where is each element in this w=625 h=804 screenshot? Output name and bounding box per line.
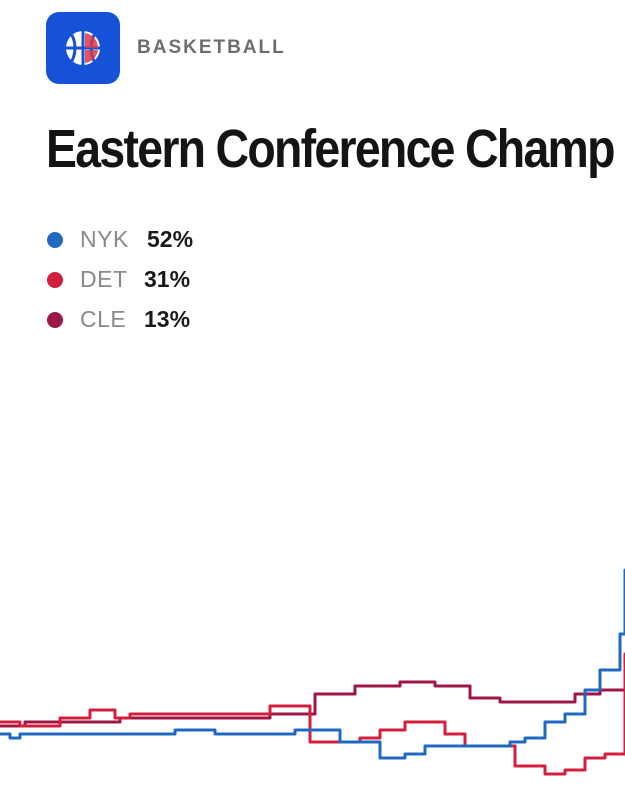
series-line-nyk [0, 568, 625, 760]
page-title: Eastern Conference Champ [46, 119, 615, 179]
legend-team-nyk: NYK [80, 226, 129, 252]
series-line-cle [0, 680, 625, 728]
legend-dot-nyk [47, 232, 63, 248]
app-icon[interactable] [46, 12, 120, 84]
series-line-det [0, 652, 625, 776]
legend-dot-cle [47, 312, 63, 328]
legend-team-det: DET [80, 266, 128, 292]
basketball-icon [66, 31, 100, 65]
legend-value-det: 31% [144, 266, 191, 292]
legend-team-cle: CLE [80, 306, 127, 332]
legend-dot-det [47, 272, 63, 288]
legend-value-nyk: 52% [147, 226, 194, 252]
category-label: BASKETBALL [137, 37, 286, 58]
legend-value-cle: 13% [144, 306, 191, 332]
